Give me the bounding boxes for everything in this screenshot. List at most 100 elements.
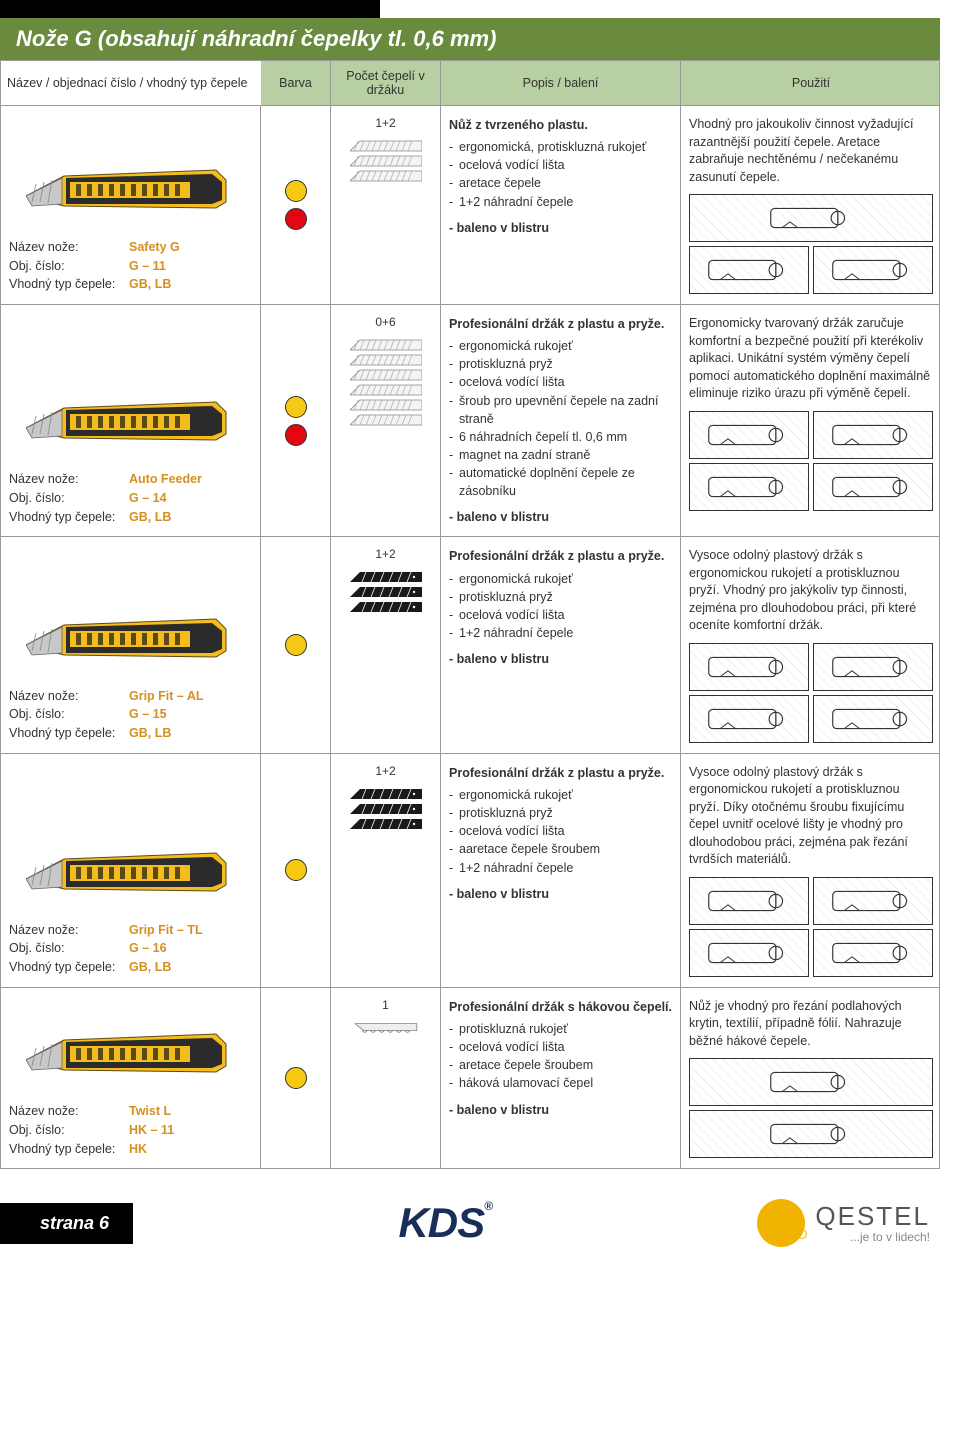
blade-icon: [350, 571, 422, 583]
top-black-bar: [0, 0, 380, 18]
usage-diagram: [813, 463, 933, 511]
product-cell: Název nože:Grip Fit – TL Obj. číslo:G – …: [1, 754, 261, 987]
qestel-name: QESTEL: [815, 1203, 930, 1229]
product-cell: Název nože:Grip Fit – AL Obj. číslo:G – …: [1, 537, 261, 753]
color-swatch: [285, 634, 307, 656]
usage-diagram: [689, 463, 809, 511]
blade-icon: [350, 601, 422, 613]
blade-count-text: 1: [382, 998, 389, 1012]
usage-diagram: [689, 194, 933, 242]
knife-image: [9, 148, 252, 228]
color-swatch: [285, 208, 307, 230]
blade-icon: [350, 818, 422, 830]
desc-item: 1+2 náhradní čepele: [449, 624, 672, 642]
desc-item: háková ulamovací čepel: [449, 1074, 672, 1092]
desc-list: ergonomická rukojeťprotiskluzná pryžocel…: [449, 337, 672, 500]
desc-list: protiskluzná rukojeťocelová vodící lišta…: [449, 1020, 672, 1093]
color-swatch: [285, 424, 307, 446]
blade-icon: [350, 399, 422, 411]
desc-item: ergonomická rukojeť: [449, 337, 672, 355]
value-name: Grip Fit – TL: [129, 921, 203, 940]
desc-item: protiskluzná pryž: [449, 804, 672, 822]
value-code: HK – 11: [129, 1121, 174, 1140]
table-header: Název / objednací číslo / vhodný typ čep…: [1, 61, 939, 105]
value-name: Grip Fit – AL: [129, 687, 204, 706]
label-blade: Vhodný typ čepele:: [9, 1140, 129, 1159]
usage-text: Vysoce odolný plastový držák s ergonomic…: [689, 547, 933, 635]
value-blade: HK: [129, 1140, 147, 1159]
usage-diagram: [689, 1058, 933, 1106]
qestel-dot-icon: [757, 1199, 805, 1247]
color-swatch: [285, 1067, 307, 1089]
label-code: Obj. číslo:: [9, 939, 129, 958]
product-cell: Název nože:Auto Feeder Obj. číslo:G – 14…: [1, 305, 261, 536]
usage-diagram: [813, 411, 933, 459]
desc-title: Profesionální držák z plastu a pryže.: [449, 315, 672, 333]
packed-text: - baleno v blistru: [449, 650, 672, 668]
usage-diagram: [689, 1110, 933, 1158]
blade-icon: [350, 339, 422, 351]
desc-item: aaretace čepele šroubem: [449, 840, 672, 858]
knife-image: [9, 597, 252, 677]
value-blade: GB, LB: [129, 508, 171, 527]
desc-item: ergonomická, protiskluzná rukojeť: [449, 138, 672, 156]
desc-item: automatické doplnění čepele ze zásobníku: [449, 464, 672, 500]
blade-count-text: 1+2: [375, 547, 395, 561]
label-blade: Vhodný typ čepele:: [9, 724, 129, 743]
value-blade: GB, LB: [129, 724, 171, 743]
blade-icon: [350, 384, 422, 396]
blade-icon: [350, 354, 422, 366]
value-blade: GB, LB: [129, 958, 171, 977]
knife-image: [9, 380, 252, 460]
label-code: Obj. číslo:: [9, 489, 129, 508]
table-row: Název nože:Twist L Obj. číslo:HK – 11 Vh…: [1, 987, 939, 1169]
desc-item: 1+2 náhradní čepele: [449, 859, 672, 877]
qestel-logo: QESTEL ...je to v lidech!: [757, 1199, 930, 1247]
usage-diagram: [813, 695, 933, 743]
desc-item: aretace čepele šroubem: [449, 1056, 672, 1074]
product-cell: Název nože:Twist L Obj. číslo:HK – 11 Vh…: [1, 988, 261, 1169]
header-name: Název / objednací číslo / vhodný typ čep…: [1, 61, 261, 105]
packed-text: - baleno v blistru: [449, 885, 672, 903]
product-table: Název / objednací číslo / vhodný typ čep…: [0, 60, 940, 1169]
usage-text: Ergonomicky tvarovaný držák zaručuje kom…: [689, 315, 933, 403]
blade-icon: [350, 369, 422, 381]
usage-text: Vhodný pro jakoukoliv činnost vyžadující…: [689, 116, 933, 186]
value-code: G – 11: [129, 257, 166, 276]
header-blades: Počet čepelí v držáku: [331, 61, 441, 105]
value-name: Auto Feeder: [129, 470, 202, 489]
kds-logo: KDS®: [398, 1199, 492, 1247]
header-color: Barva: [261, 61, 331, 105]
label-code: Obj. číslo:: [9, 1121, 129, 1140]
color-cell: [261, 754, 331, 987]
qestel-tagline: ...je to v lidech!: [815, 1231, 930, 1243]
table-row: Název nože:Grip Fit – TL Obj. číslo:G – …: [1, 753, 939, 987]
desc-item: 6 náhradních čepelí tl. 0,6 mm: [449, 428, 672, 446]
blade-count-text: 1+2: [375, 116, 395, 130]
usage-diagram: [813, 643, 933, 691]
page-title: Nože G (obsahují náhradní čepelky tl. 0,…: [0, 18, 940, 60]
color-swatch: [285, 859, 307, 881]
usage-diagram: [689, 929, 809, 977]
packed-text: - baleno v blistru: [449, 508, 672, 526]
desc-item: ocelová vodící lišta: [449, 822, 672, 840]
value-code: G – 16: [129, 939, 167, 958]
blade-icon: [350, 803, 422, 815]
desc-item: protiskluzná pryž: [449, 588, 672, 606]
desc-item: ocelová vodící lišta: [449, 373, 672, 391]
table-row: Název nože:Safety G Obj. číslo:G – 11 Vh…: [1, 105, 939, 304]
table-row: Název nože:Grip Fit – AL Obj. číslo:G – …: [1, 536, 939, 753]
usage-diagram: [813, 246, 933, 294]
blade-icon: [350, 140, 422, 152]
label-name: Název nože:: [9, 238, 129, 257]
value-code: G – 15: [129, 705, 167, 724]
blade-count-cell: 0+6: [331, 305, 441, 536]
label-code: Obj. číslo:: [9, 705, 129, 724]
desc-title: Profesionální držák z plastu a pryže.: [449, 547, 672, 565]
color-swatch: [285, 396, 307, 418]
usage-diagram: [689, 695, 809, 743]
description-cell: Nůž z tvrzeného plastu. ergonomická, pro…: [441, 106, 681, 304]
blade-icon: [350, 1022, 422, 1034]
blade-count-text: 0+6: [375, 315, 395, 329]
usage-cell: Vysoce odolný plastový držák s ergonomic…: [681, 537, 941, 753]
